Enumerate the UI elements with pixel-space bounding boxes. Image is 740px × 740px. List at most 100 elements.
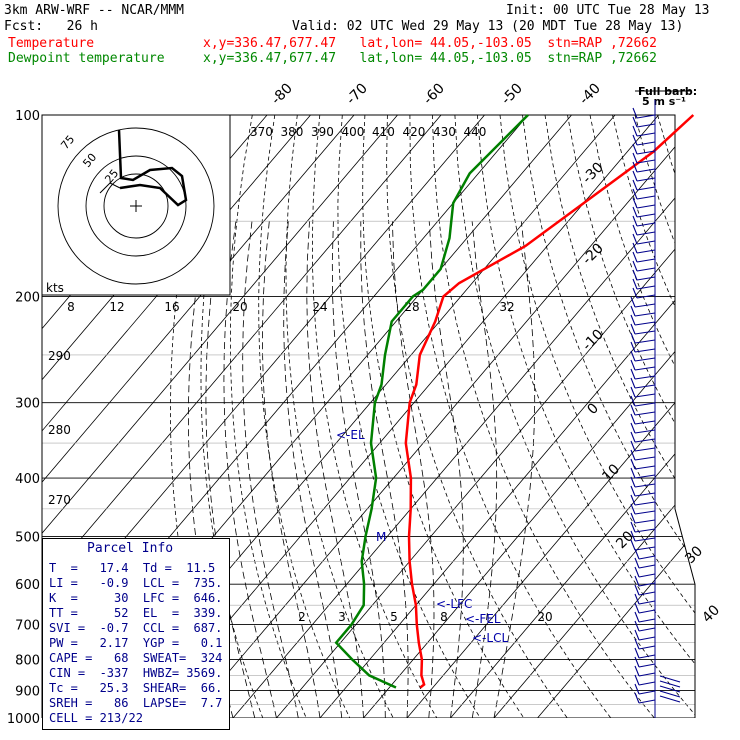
isotherm [439, 115, 695, 718]
wind-barb [634, 411, 656, 416]
wind-barb [634, 465, 656, 470]
dry-adiabat [657, 115, 695, 718]
wind-barb [659, 690, 681, 698]
m-marker: M [376, 530, 386, 544]
theta-label: 410 [372, 125, 395, 139]
wind-barb [638, 573, 656, 578]
wind-barb-flag [634, 548, 640, 560]
wind-barb-flag [632, 260, 638, 272]
wind-barb [638, 600, 656, 605]
wind-barb-flag [630, 458, 636, 470]
parcel-info-row: TT = 52 EL = 339. [49, 606, 223, 620]
wind-barb-flag [632, 224, 638, 236]
isotherm [42, 115, 355, 718]
isotherm [178, 115, 695, 718]
wind-barb [659, 675, 681, 683]
wind-barb [634, 510, 656, 515]
wind-barb-flag [632, 242, 638, 254]
theta-side-label: 290 [48, 349, 71, 363]
isotherm [482, 115, 695, 718]
mixing-ratio-label: 8 [67, 300, 75, 314]
valid-time: Valid: 02 UTC Wed 29 May 13 (20 MDT Tue … [292, 19, 684, 34]
wind-barb [636, 204, 656, 209]
wind-barb-flag [630, 431, 636, 443]
wind-barb-flag [630, 332, 636, 344]
isotherm-label: 30 [682, 543, 706, 567]
wind-barb-flag [630, 494, 636, 506]
full-barb-unit: 5 m s⁻¹ [642, 95, 686, 108]
wind-barb [636, 213, 656, 218]
dry-adiabat [522, 115, 695, 718]
wind-barb [638, 564, 656, 569]
wind-barb-flag [630, 467, 636, 479]
wind-barb-flag [630, 386, 636, 398]
dry-adiabat [589, 115, 695, 718]
wind-barb-flag [630, 359, 636, 371]
moist-adiabat [242, 221, 299, 718]
init-time: Init: 00 UTC Tue 28 May 13 [506, 3, 710, 18]
wind-barb [636, 132, 656, 137]
wind-barb [634, 519, 656, 524]
parcel-info-row: LI = -0.9 LCL = 735. [49, 576, 223, 590]
wind-barb-flag [630, 377, 636, 389]
isotherm [352, 115, 695, 718]
wind-barb [638, 636, 656, 641]
wind-barb-flag [634, 647, 640, 659]
wind-barb [638, 690, 656, 695]
wind-barb-flag [632, 188, 638, 200]
lfc-marker: <-LFC [436, 597, 472, 611]
wind-barb-flag [632, 215, 638, 227]
wind-barb-flag [630, 296, 636, 308]
wind-barb [638, 591, 656, 596]
pressure-tick-label: 700 [15, 619, 40, 634]
pressure-tick-label: 300 [15, 397, 40, 412]
isotherm-label: -40 [576, 80, 603, 107]
wind-barb [634, 492, 656, 497]
mixing-ratio-label: 20 [537, 610, 552, 624]
wind-barb [636, 123, 656, 128]
isotherm [221, 115, 695, 718]
wind-barb [634, 384, 656, 389]
wind-barb [634, 438, 656, 443]
wind-barb [638, 555, 656, 560]
wind-barb-flag [634, 629, 640, 641]
dewpoint-legend-label: Dewpoint temperature [8, 51, 165, 66]
pressure-tick-label: 800 [15, 654, 40, 669]
wind-barb-flag [630, 512, 636, 524]
wind-barb-flag [634, 584, 640, 596]
theta-side-label: 270 [48, 493, 71, 507]
dry-adiabat [386, 115, 568, 718]
wind-barb [636, 222, 656, 227]
wind-barb-flag [632, 278, 638, 290]
dry-adiabat [679, 115, 695, 718]
mixing-ratio-label: 5 [390, 610, 398, 624]
pressure-tick-label: 600 [15, 578, 40, 593]
wind-barb [636, 231, 656, 236]
isotherm-label: -60 [420, 80, 447, 107]
moist-adiabat [223, 221, 277, 718]
parcel-info-row: CELL = 213/22 [49, 711, 143, 725]
hodograph-units-label: kts [46, 281, 64, 295]
wind-barb-flag [632, 116, 638, 128]
wind-barb [638, 699, 656, 704]
mixing-ratio-label: 2 [298, 610, 306, 624]
moist-adiabat [471, 221, 498, 718]
isotherm-label: 20 [613, 528, 637, 552]
wind-barb-flag [630, 476, 636, 488]
wind-barb [659, 695, 681, 703]
wind-barb-flag [630, 341, 636, 353]
parcel-info-row: SVI = -0.7 CCL = 687. [49, 621, 223, 635]
wind-barb [634, 375, 656, 380]
wind-barb-flag [632, 179, 638, 191]
wind-barb-flag [632, 233, 638, 245]
theta-label: 440 [464, 125, 487, 139]
wind-barb [634, 348, 656, 353]
wind-barb-flag [632, 134, 638, 146]
wind-barb-flag [630, 449, 636, 461]
wind-barb [636, 141, 656, 146]
wind-barb-flag [634, 620, 640, 632]
wind-barb-flag [630, 539, 636, 551]
dry-adiabat [229, 115, 307, 718]
pressure-tick-label: 900 [15, 684, 40, 699]
